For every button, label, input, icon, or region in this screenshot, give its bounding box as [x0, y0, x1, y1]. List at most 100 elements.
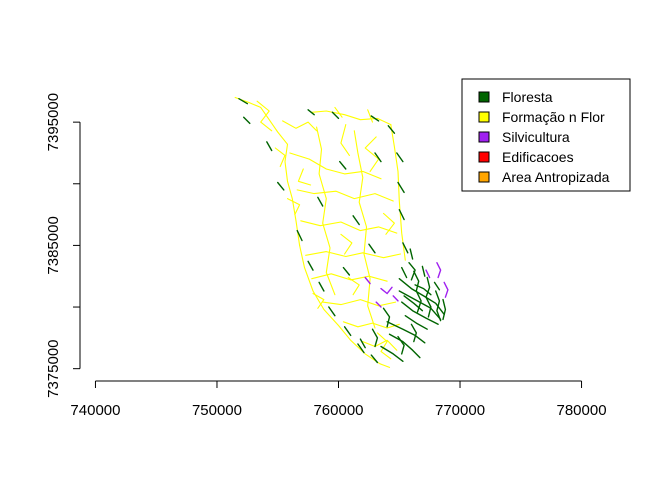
- legend-swatch: [478, 151, 490, 163]
- map-feature-line: [443, 281, 449, 298]
- map-feature-line: [421, 265, 426, 277]
- map-feature-line: [433, 281, 441, 291]
- y-tick-label: 7375000: [45, 339, 62, 397]
- map-feature-line: [277, 181, 285, 191]
- map-feature-line: [370, 354, 379, 364]
- map-feature-line: [402, 242, 409, 254]
- legend-label: Area Antropizada: [502, 169, 610, 185]
- map-feature-line: [342, 321, 400, 329]
- map-feature-line: [311, 110, 392, 126]
- map-feature-line: [342, 266, 351, 276]
- map-feature-line: [289, 152, 382, 180]
- x-tick-label: 770000: [435, 402, 485, 419]
- map-feature-line: [380, 345, 404, 362]
- map-feature-line: [387, 125, 396, 134]
- legend-swatch: [478, 171, 490, 183]
- map-feature-line: [370, 115, 380, 122]
- map-feature-line: [347, 276, 360, 296]
- layer-floresta: [238, 98, 447, 364]
- map-feature-line: [305, 251, 402, 259]
- legend-swatch: [478, 91, 490, 103]
- map-feature-line: [256, 100, 273, 132]
- map-feature-line: [296, 229, 303, 242]
- map-feature-line: [296, 189, 394, 202]
- map-feature-line: [398, 290, 442, 321]
- map-feature-line: [398, 209, 405, 221]
- map-feature-line: [386, 321, 426, 344]
- map-feature-line: [401, 301, 439, 325]
- map-feature-line: [312, 292, 325, 309]
- legend-label: Floresta: [502, 89, 553, 105]
- legend-label: Silvicultura: [502, 129, 570, 145]
- map-feature-line: [414, 284, 432, 296]
- map-feature-line: [274, 147, 286, 168]
- map-feature-line: [435, 290, 442, 322]
- legend: Floresta Formação n Flor Silvicultura Edifi…: [461, 78, 631, 192]
- y-ticks: 7375000 7385000 7395000: [45, 93, 80, 398]
- map-feature-line: [396, 152, 404, 163]
- map-feature-line: [340, 233, 353, 255]
- x-ticks: 740000 750000 760000 770000 780000: [70, 381, 607, 419]
- map-feature-line: [371, 328, 379, 348]
- map-feature-line: [397, 181, 405, 194]
- map-feature-line: [368, 243, 376, 254]
- y-tick-label: 7395000: [45, 93, 62, 151]
- map-feature-line: [382, 307, 391, 328]
- layer-forma-o-n-flor: [234, 96, 406, 368]
- layer-silvicultura: [364, 262, 449, 308]
- map-feature-line: [328, 306, 336, 317]
- map-feature-line: [413, 270, 422, 313]
- legend-entries: Floresta Formação n Flor Silvicultura Edifi…: [478, 89, 610, 185]
- legend-swatch: [478, 111, 490, 123]
- map-feature-line: [300, 220, 398, 234]
- map-feature-line: [425, 269, 431, 279]
- map-feature-line: [436, 262, 442, 279]
- map-feature-line: [243, 116, 251, 125]
- map-feature-line: [442, 298, 447, 321]
- map-feature-line: [307, 109, 315, 116]
- map-feature-line: [318, 281, 325, 292]
- map-feature-line: [388, 333, 421, 359]
- map-feature-line: [352, 215, 360, 226]
- map-feature-line: [408, 262, 416, 281]
- map-feature-line: [311, 273, 388, 282]
- map-feature-line: [376, 332, 392, 360]
- x-tick-label: 740000: [70, 402, 120, 419]
- legend-swatch: [478, 131, 490, 143]
- y-tick-label: 7385000: [45, 216, 62, 274]
- map-feature-line: [282, 120, 318, 132]
- axes: 740000 750000 760000 770000 780000 737500073…: [45, 93, 607, 419]
- map-feature-line: [317, 196, 324, 207]
- map-feature-line: [364, 136, 380, 172]
- map-feature-line: [297, 168, 312, 186]
- map-feature-line: [390, 124, 406, 261]
- map-feature-line: [382, 212, 395, 235]
- map-feature-line: [425, 276, 432, 318]
- map-feature-line: [266, 141, 273, 152]
- map-feature-line: [331, 111, 340, 120]
- map-feature-line: [404, 315, 428, 330]
- map-feature-line: [403, 295, 424, 312]
- map-feature-line: [397, 335, 405, 355]
- map-feature-line: [375, 301, 382, 308]
- map-feature-line: [299, 244, 391, 368]
- map-feature-line: [401, 266, 408, 279]
- map-feature-line: [284, 143, 301, 246]
- map-feature-line: [409, 248, 414, 260]
- map-feature-line: [334, 106, 343, 118]
- legend-label: Formação n Flor: [502, 109, 605, 125]
- legend-box: [461, 78, 631, 192]
- map-feature-line: [353, 130, 376, 329]
- map-feature-line: [339, 160, 347, 170]
- map-feature-line: [364, 276, 371, 285]
- x-tick-label: 760000: [313, 402, 363, 419]
- map-feature-line: [307, 260, 314, 271]
- map-feature-line: [380, 286, 393, 295]
- map-feature-line: [340, 124, 350, 156]
- x-tick-label: 750000: [192, 402, 242, 419]
- map-feature-line: [359, 338, 366, 349]
- map-feature-line: [238, 98, 249, 105]
- map-feature-line: [357, 343, 365, 354]
- map-feature-line: [374, 152, 382, 163]
